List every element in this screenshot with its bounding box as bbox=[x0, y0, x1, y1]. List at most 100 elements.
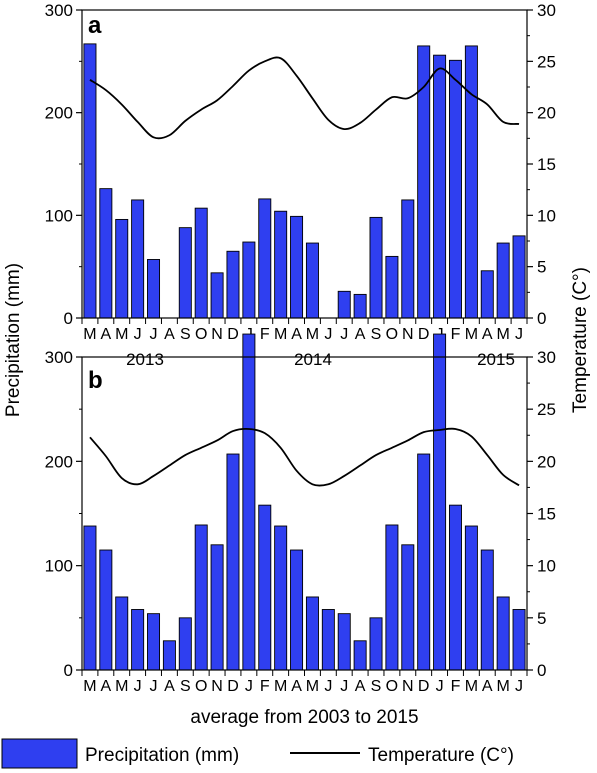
precipitation-bar bbox=[115, 218, 129, 319]
month-label: M bbox=[306, 678, 319, 695]
temperature-line bbox=[89, 427, 520, 487]
month-label: N bbox=[211, 326, 223, 343]
precipitation-bar bbox=[131, 199, 145, 319]
precipitation-bar bbox=[337, 613, 351, 671]
precipitation-bar bbox=[178, 617, 192, 671]
month-label: M bbox=[274, 678, 287, 695]
legend: Precipitation (mm) Temperature (C°) bbox=[1, 738, 514, 769]
month-label: M bbox=[496, 326, 509, 343]
precipitation-bar bbox=[512, 609, 526, 671]
month-label: A bbox=[164, 678, 175, 695]
legend-label-precipitation: Precipitation (mm) bbox=[85, 745, 239, 766]
left-tick-label: 300 bbox=[45, 1, 73, 20]
precipitation-bar bbox=[210, 272, 224, 319]
left-tick-label: 0 bbox=[64, 309, 73, 328]
month-label: S bbox=[180, 678, 191, 695]
month-label: F bbox=[260, 678, 270, 695]
precipitation-bar bbox=[290, 549, 304, 671]
precipitation-bar bbox=[480, 270, 494, 319]
month-label: J bbox=[340, 326, 348, 343]
month-label: A bbox=[101, 326, 112, 343]
precipitation-bar bbox=[369, 617, 383, 671]
month-label: J bbox=[324, 326, 332, 343]
precipitation-bar bbox=[99, 188, 113, 319]
month-label: M bbox=[83, 326, 96, 343]
left-tick-label: 0 bbox=[64, 661, 73, 680]
month-label: A bbox=[482, 326, 493, 343]
precipitation-bar bbox=[131, 609, 145, 671]
precipitation-bar bbox=[305, 596, 319, 671]
month-label: M bbox=[465, 678, 478, 695]
month-label: M bbox=[496, 678, 509, 695]
left-tick-label: 200 bbox=[45, 104, 73, 123]
precipitation-bar bbox=[274, 525, 288, 671]
month-label: M bbox=[115, 326, 128, 343]
year-label: 2015 bbox=[477, 350, 515, 369]
right-tick-label: 25 bbox=[537, 52, 556, 71]
precipitation-bar bbox=[496, 596, 510, 671]
precipitation-bar bbox=[512, 235, 526, 319]
right-tick-label: 30 bbox=[537, 348, 556, 367]
month-label: N bbox=[402, 678, 414, 695]
precipitation-bar bbox=[464, 45, 478, 319]
month-label: A bbox=[291, 678, 302, 695]
month-label: M bbox=[83, 678, 96, 695]
precipitation-bar bbox=[83, 43, 97, 319]
precipitation-bar bbox=[496, 242, 510, 319]
month-label: S bbox=[180, 326, 191, 343]
precipitation-bar bbox=[83, 525, 97, 671]
right-tick-label: 5 bbox=[537, 258, 546, 277]
precipitation-bar bbox=[274, 210, 288, 319]
left-tick-label: 100 bbox=[45, 557, 73, 576]
month-label: D bbox=[227, 326, 239, 343]
month-label: M bbox=[306, 326, 319, 343]
precipitation-bar bbox=[417, 453, 431, 671]
month-label: D bbox=[418, 326, 430, 343]
right-tick-label: 15 bbox=[537, 505, 556, 524]
month-label: M bbox=[274, 326, 287, 343]
month-label: A bbox=[482, 678, 493, 695]
precipitation-bar bbox=[194, 207, 208, 319]
left-tick-label: 300 bbox=[45, 348, 73, 367]
precipitation-bar bbox=[147, 613, 161, 671]
month-label: O bbox=[386, 678, 398, 695]
precipitation-bar bbox=[480, 549, 494, 671]
precipitation-bar bbox=[210, 544, 224, 671]
x-axis-title: average from 2003 to 2015 bbox=[190, 707, 418, 728]
precipitation-bar bbox=[353, 640, 367, 671]
month-label: N bbox=[211, 678, 223, 695]
precipitation-bar bbox=[242, 241, 256, 319]
month-label: J bbox=[324, 678, 332, 695]
precipitation-bar bbox=[258, 198, 272, 319]
month-label: J bbox=[515, 678, 523, 695]
precipitation-bar bbox=[99, 549, 113, 671]
right-tick-label: 30 bbox=[537, 1, 556, 20]
month-label: A bbox=[101, 678, 112, 695]
month-label: M bbox=[465, 326, 478, 343]
month-label: A bbox=[355, 678, 366, 695]
month-label: J bbox=[150, 678, 158, 695]
right-tick-label: 20 bbox=[537, 104, 556, 123]
month-label: J bbox=[150, 326, 158, 343]
month-label: J bbox=[515, 326, 523, 343]
month-label: S bbox=[371, 678, 382, 695]
panel-letter: b bbox=[88, 367, 103, 394]
year-label: 2014 bbox=[294, 350, 332, 369]
precipitation-bar bbox=[178, 227, 192, 319]
precipitation-bar bbox=[321, 609, 335, 671]
legend-label-temperature: Temperature (C°) bbox=[368, 745, 514, 766]
left-tick-label: 100 bbox=[45, 206, 73, 225]
right-tick-label: 0 bbox=[537, 309, 546, 328]
precipitation-bar bbox=[369, 216, 383, 319]
left-axis-title: Precipitation (mm) bbox=[3, 263, 24, 417]
precipitation-bar bbox=[385, 255, 399, 319]
precipitation-bar bbox=[448, 504, 462, 671]
precipitation-bar bbox=[353, 293, 367, 319]
precipitation-bar bbox=[401, 199, 415, 319]
month-label: F bbox=[260, 326, 270, 343]
month-label: A bbox=[291, 326, 302, 343]
legend-swatch-precipitation bbox=[1, 738, 78, 769]
right-tick-label: 10 bbox=[537, 206, 556, 225]
